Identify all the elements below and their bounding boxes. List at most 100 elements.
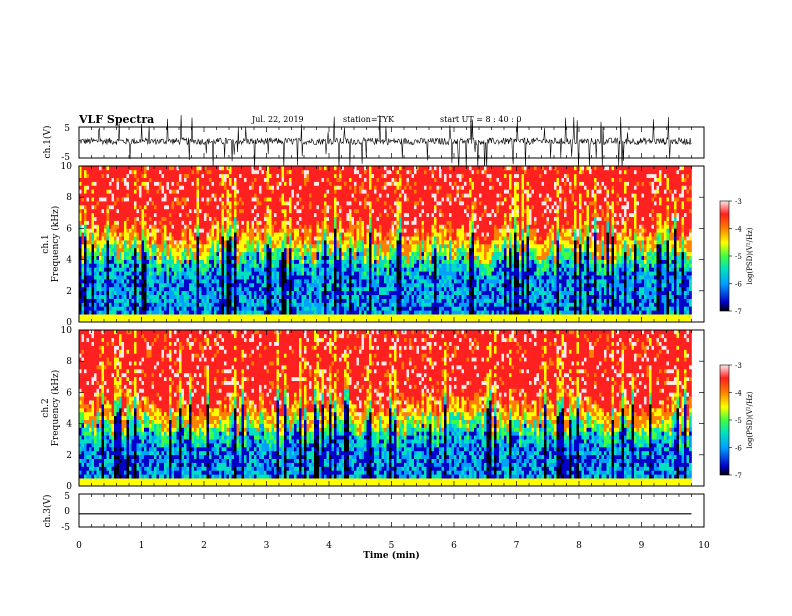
spectro-cell (272, 236, 275, 240)
spectro-cell (114, 310, 117, 314)
spectro-cell (224, 287, 227, 291)
spectro-cell (322, 279, 325, 283)
spectro-cell (322, 205, 325, 209)
spectro-cell (204, 240, 207, 244)
spectro-cell (337, 228, 340, 232)
spectro-cell (309, 201, 312, 205)
spectro-cell (142, 236, 145, 240)
spectro-cell (122, 248, 125, 252)
spectro-cell (277, 182, 280, 186)
spectro-cell (152, 275, 155, 279)
spectro-cell (104, 182, 107, 186)
spectro-cell (82, 197, 85, 201)
spectro-cell (224, 252, 227, 256)
spectro-cell (354, 201, 357, 205)
spectro-cell (309, 248, 312, 252)
spectro-cell (142, 283, 145, 287)
spectro-cell (107, 314, 110, 318)
spectro-cell (209, 205, 212, 209)
spectro-cell (369, 189, 372, 193)
spectro-cell (257, 178, 260, 182)
spectro-cell (232, 275, 235, 279)
spectro-cell (219, 279, 222, 283)
spectro-cell (324, 283, 327, 287)
spectro-cell (107, 260, 110, 264)
spectro-cell (109, 236, 112, 240)
spectro-cell (202, 213, 205, 217)
spectro-cell (132, 178, 135, 182)
spectro-cell (254, 271, 257, 275)
spectro-cell (162, 240, 165, 244)
spectro-cell (169, 193, 172, 197)
spectro-cell (284, 182, 287, 186)
spectro-cell (169, 303, 172, 307)
spectro-cell (179, 314, 182, 318)
spectro-cell (299, 228, 302, 232)
spectro-cell (357, 306, 360, 310)
spectro-cell (167, 248, 170, 252)
spectro-cell (119, 283, 122, 287)
spectro-cell (87, 240, 90, 244)
spectro-cell (157, 267, 160, 271)
spectro-cell (122, 193, 125, 197)
spectro-cell (184, 189, 187, 193)
spectro-cell (359, 225, 362, 229)
spectro-cell (224, 314, 227, 318)
spectro-cell (84, 299, 87, 303)
spectro-cell (279, 275, 282, 279)
spectro-cell (304, 232, 307, 236)
spectro-cell (267, 178, 270, 182)
spectro-cell (254, 228, 257, 232)
spectro-cell (364, 213, 367, 217)
spectro-cell (222, 186, 225, 190)
spectro-cell (337, 166, 340, 170)
spectro-cell (124, 170, 127, 174)
spectro-cell (242, 201, 245, 205)
spectro-cell (147, 303, 150, 307)
spectro-cell (367, 252, 370, 256)
spectro-cell (169, 310, 172, 314)
spectro-cell (314, 232, 317, 236)
spectro-cell (257, 260, 260, 264)
spectro-cell (134, 189, 137, 193)
spectro-cell (264, 221, 267, 225)
spectro-cell (182, 170, 185, 174)
spectro-cell (217, 295, 220, 299)
spectro-cell (122, 275, 125, 279)
spectro-cell (84, 186, 87, 190)
spectro-cell (202, 182, 205, 186)
spectro-cell (184, 213, 187, 217)
spectro-cell (87, 244, 90, 248)
spectro-cell (97, 299, 100, 303)
spectro-cell (237, 252, 240, 256)
spectro-cell (104, 244, 107, 248)
spectro-cell (257, 295, 260, 299)
spectro-cell (82, 267, 85, 271)
spectro-cell (157, 182, 160, 186)
spectro-cell (344, 291, 347, 295)
spectro-cell (104, 279, 107, 283)
spectro-cell (199, 240, 202, 244)
spectro-cell (369, 248, 372, 252)
spectro-cell (352, 197, 355, 201)
spectro-cell (167, 182, 170, 186)
spectro-cell (97, 275, 100, 279)
spectro-cell (262, 291, 265, 295)
spectro-cell (149, 201, 152, 205)
spectro-cell (212, 291, 215, 295)
spectro-cell (254, 310, 257, 314)
spectro-cell (97, 306, 100, 310)
spectro-cell (119, 252, 122, 256)
spectro-cell (302, 182, 305, 186)
spectro-cell (102, 244, 105, 248)
spectro-cell (369, 295, 372, 299)
spectro-cell (167, 225, 170, 229)
spectro-cell (347, 275, 350, 279)
spectro-cell (334, 221, 337, 225)
spectro-cell (259, 275, 262, 279)
spectro-cell (272, 306, 275, 310)
spectro-cell (337, 197, 340, 201)
spectro-cell (304, 310, 307, 314)
spectro-cell (234, 225, 237, 229)
spectro-cell (162, 256, 165, 260)
